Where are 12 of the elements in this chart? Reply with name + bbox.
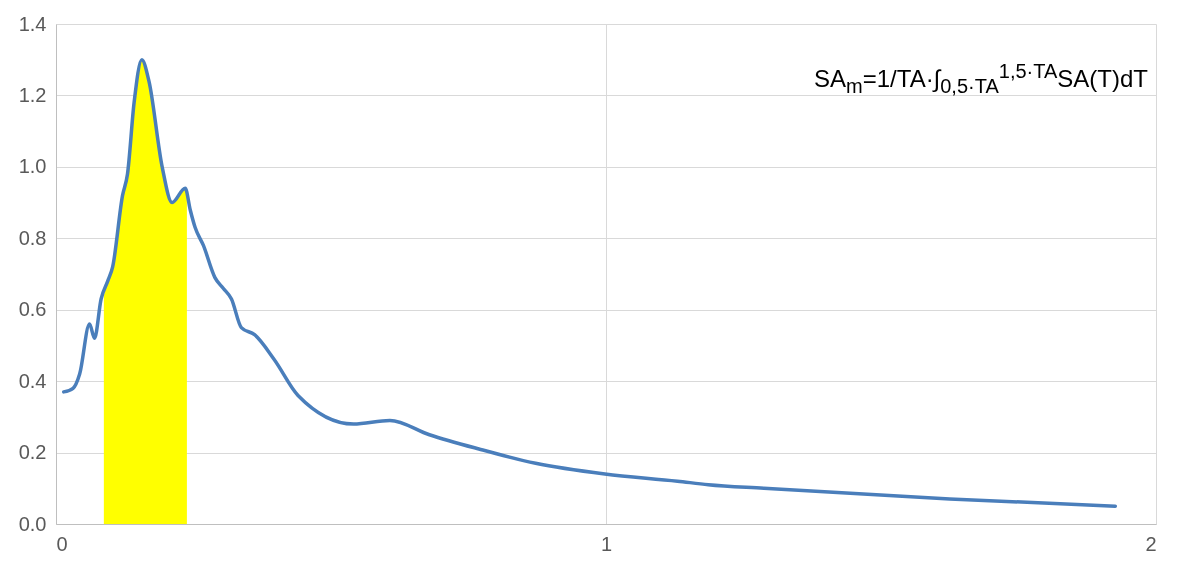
y-tick-label: 0.4 (18, 369, 47, 392)
x-tick-label: 1 (600, 532, 613, 555)
y-tick-label: 1.2 (18, 83, 47, 106)
y-tick-label: 1.0 (18, 155, 47, 178)
y-tick-label: 0.6 (18, 298, 47, 321)
y-tick-label: 0.0 (18, 512, 47, 535)
y-tick-label: 0.2 (18, 441, 47, 464)
x-tick-label: 2 (1145, 532, 1157, 555)
annotation: SA$_{m}$=1/TA·∫$_{0,5·TA}$$^{1,5·TA}$SA(T)dT (814, 60, 1148, 98)
x-tick-label: 0 (56, 532, 68, 555)
y-tick-label: 0.8 (18, 226, 47, 249)
y-tick-label: 1.4 (18, 12, 47, 35)
